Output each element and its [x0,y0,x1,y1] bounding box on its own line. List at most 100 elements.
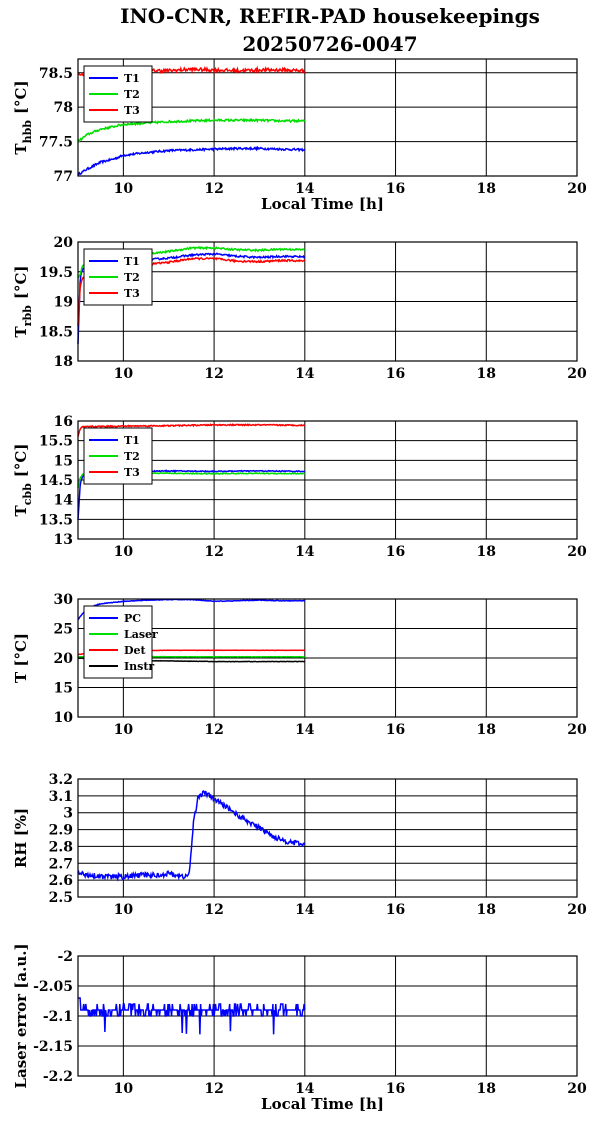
series-line-main [77,790,306,882]
legend-entry: T1 [124,434,140,447]
x-tick-label: 18 [477,1081,496,1097]
y-tick-label: 20 [54,235,74,251]
panel-6: 10 12 14 16 18 20 -2.2 -2.15 -2.1 -2.05 -2 Laser er… [12,943,587,1113]
x-tick-label: 18 [477,181,496,197]
x-tick-label: 16 [386,544,405,560]
x-tick-label: 12 [204,902,223,918]
y-tick-label: 14 [54,493,74,509]
x-tick-label: 14 [295,181,315,197]
y-tick-label: 14.5 [39,473,73,489]
y-tick-label: 20 [54,651,74,667]
x-tick-label: 20 [567,1081,587,1097]
y-tick-label: 2.5 [49,890,73,906]
legend-entry: T3 [124,104,140,117]
legend-entry: T2 [124,450,140,463]
legend: T1 T2 T3 [83,65,153,123]
legend: T1 T2 T3 [83,427,153,485]
legend-entry: T1 [124,255,140,268]
panel-1: 10 12 14 16 18 20 77 77.5 78 78.5 Thbb[°C] Local Ti… [12,58,587,213]
legend-entry: T2 [124,88,140,101]
y-tick-label: 18 [54,354,73,370]
x-axis-label: Local Time [h] [261,1095,384,1113]
y-tick-label: 77 [54,169,73,185]
y-tick-label: 18.5 [39,324,73,340]
legend-entry: Instr [124,660,154,673]
legend-entry: T3 [124,466,140,479]
x-tick-label: 16 [386,722,405,738]
y-tick-label: 2.6 [49,873,73,889]
y-axis-label: Tcbb[°C] [12,444,34,517]
legend-entry: T3 [124,287,140,300]
y-tick-label: 25 [54,622,73,638]
x-tick-label: 20 [567,181,587,197]
x-tick-label: 14 [295,1081,315,1097]
x-tick-label: 14 [295,544,315,560]
x-tick-label: 20 [567,902,587,918]
y-tick-label: 77.5 [39,135,73,151]
y-tick-label: 78.5 [39,66,73,82]
x-axis-label: Local Time [h] [261,195,384,213]
y-tick-label: 3.1 [49,789,73,805]
plot-frame [77,58,578,177]
panel-2: 10 12 14 16 18 20 18 18.5 19 19.5 20 Trbb[°C] T1 T2 T3 [12,235,587,382]
x-tick-label: 10 [114,366,134,382]
x-tick-label: 12 [204,181,223,197]
legend-entry: PC [124,612,141,625]
x-tick-label: 12 [204,366,223,382]
y-tick-label: 2.8 [49,839,73,855]
y-tick-label: 10 [54,710,74,726]
series-line-t2 [77,117,306,143]
y-tick-label: 15 [54,681,73,697]
legend-entry: Laser [124,628,158,641]
y-tick-label: 15 [54,453,73,469]
x-tick-label: 14 [295,902,315,918]
series-line-t3 [77,423,306,437]
y-tick-label: 2.9 [49,823,73,839]
plot-frame [77,420,578,540]
legend: T1 T2 T3 [83,248,153,306]
y-axis-label: Thbb[°C] [12,80,34,154]
legend: PC Laser Det Instr [83,605,158,679]
series-line-t1 [77,145,306,176]
y-tick-label: -2 [57,949,73,965]
x-tick-label: 18 [477,902,496,918]
x-tick-label: 20 [567,544,587,560]
x-tick-label: 20 [567,366,587,382]
y-tick-label: -2.05 [33,979,73,995]
x-tick-label: 10 [114,1081,134,1097]
legend-entry: Det [124,644,147,657]
y-tick-label: 78 [54,100,73,116]
y-tick-label: 16 [54,414,73,430]
y-tick-label: 19.5 [39,265,73,281]
y-tick-label: 13.5 [39,512,73,528]
legend-entry: T1 [124,72,140,85]
panel-3: 10 12 14 16 18 20 13 13.5 14 14.5 15 15.5 16 Tcbb[°C]… [12,414,587,560]
figure-title-line1: INO-CNR, REFIR-PAD housekeepings [120,4,540,28]
x-tick-label: 12 [204,1081,223,1097]
legend-entry: T2 [124,271,140,284]
x-tick-label: 10 [114,181,134,197]
x-tick-label: 12 [204,544,223,560]
x-tick-label: 20 [567,722,587,738]
panels: 10 12 14 16 18 20 77 77.5 78 78.5 Thbb[°C] Local Ti… [12,58,587,1113]
panel-4: 10 12 14 16 18 20 10 15 20 25 30 T [°C] PC Laser Det In… [12,592,587,738]
x-tick-label: 18 [477,722,496,738]
figure-title-line2: 20250726-0047 [242,32,417,56]
x-tick-label: 18 [477,544,496,560]
x-tick-label: 16 [386,902,405,918]
y-tick-label: 15.5 [39,434,73,450]
x-tick-label: 16 [386,181,405,197]
y-tick-label: 3.2 [49,772,73,788]
x-tick-label: 10 [114,544,134,560]
y-tick-label: 19 [54,295,73,311]
plot-frame [77,778,578,898]
y-tick-label: -2.2 [43,1069,73,1085]
plot-frame [77,955,578,1077]
x-tick-label: 16 [386,1081,405,1097]
x-tick-label: 14 [295,722,315,738]
y-tick-label: -2.15 [33,1039,73,1055]
plot-frame [77,241,578,362]
y-tick-label: 13 [54,532,73,548]
y-axis-label: T [°C] [12,633,30,683]
